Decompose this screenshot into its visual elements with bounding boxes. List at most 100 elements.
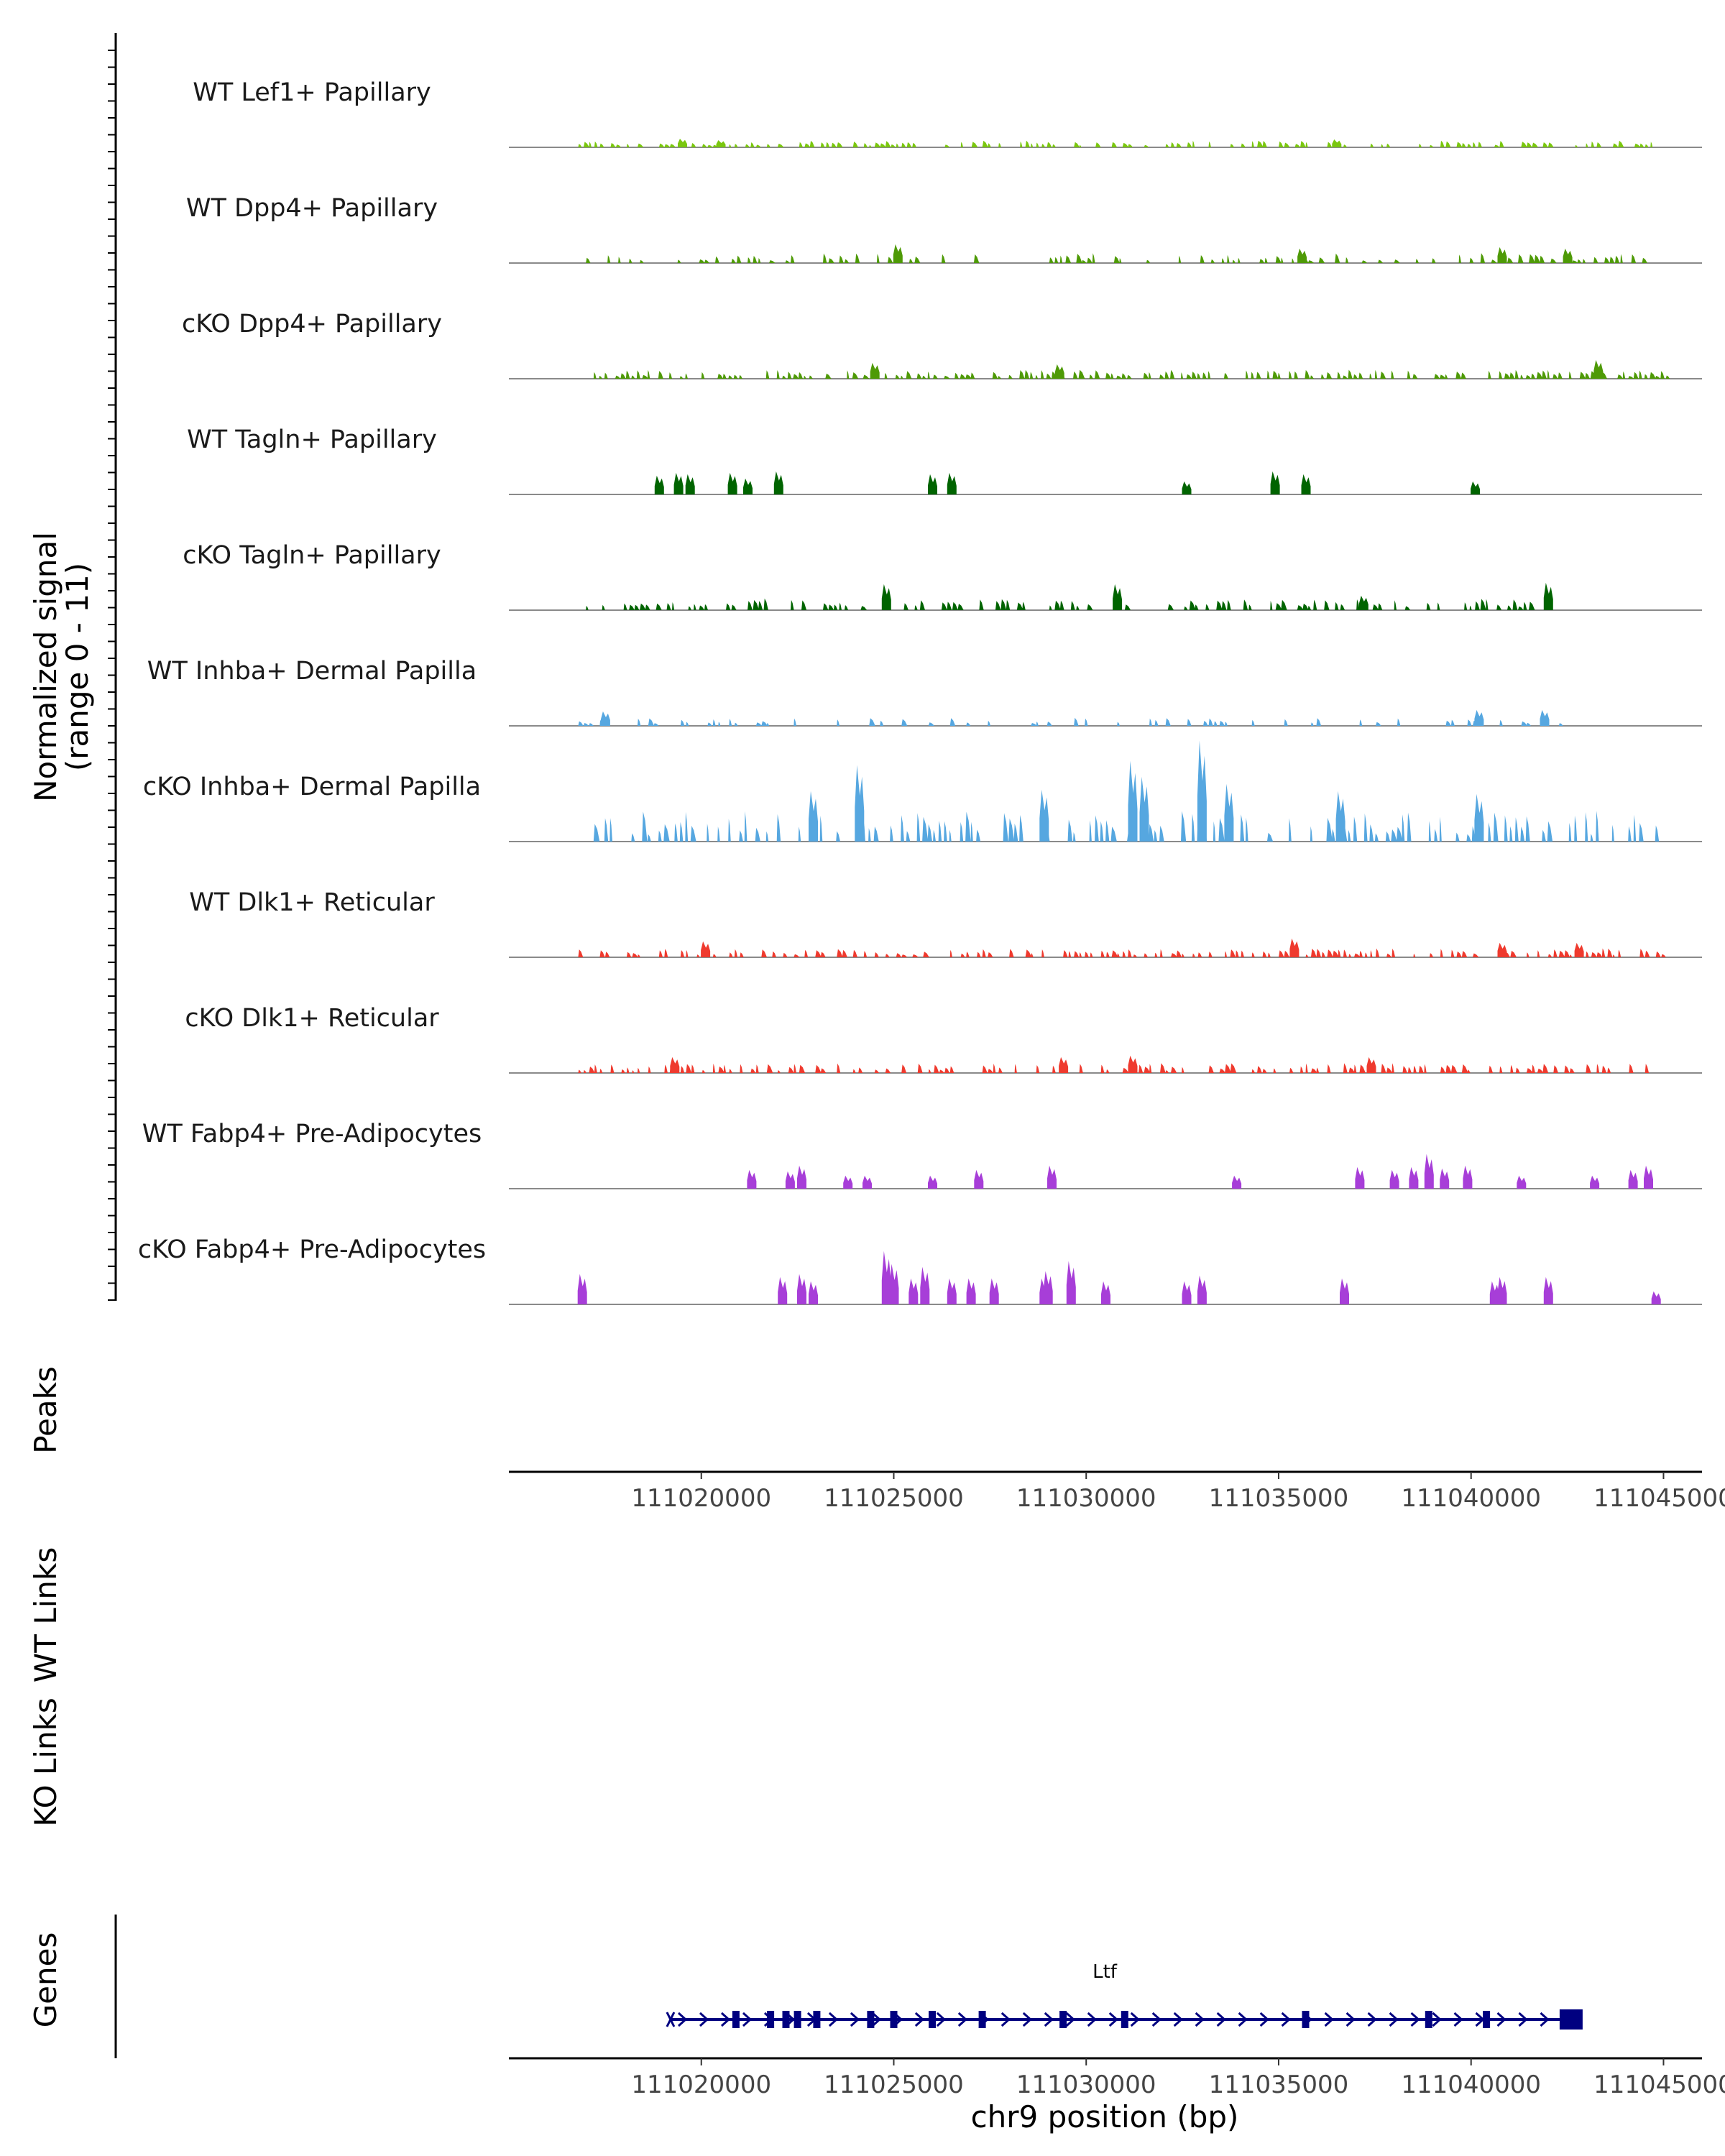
coverage-peak <box>947 1278 957 1304</box>
coverage-peak <box>1540 709 1550 726</box>
coverage-blip <box>1488 370 1491 379</box>
coverage-blip <box>1144 1067 1151 1073</box>
coverage-peak <box>1574 942 1584 957</box>
coverage-blip <box>1178 255 1182 263</box>
coverage-peak <box>1651 1291 1661 1304</box>
coverage-blip <box>933 829 936 842</box>
coverage-blip <box>1343 144 1348 147</box>
coverage-blip <box>787 372 792 379</box>
coverage-blip <box>637 719 641 726</box>
coverage-blip <box>1531 373 1536 379</box>
coverage-blip <box>1019 370 1025 379</box>
coverage-blip <box>979 599 984 610</box>
coverage-peak <box>797 1273 806 1304</box>
coverage-blip <box>1494 144 1500 147</box>
strand-chevron <box>1000 2012 1011 2027</box>
coverage-blip <box>895 374 900 379</box>
coverage-blip <box>1208 718 1213 726</box>
coverage-blip <box>1203 721 1208 726</box>
coverage-blip <box>621 1069 625 1073</box>
coverage-blip <box>615 375 621 379</box>
coverage-blip <box>1378 603 1383 610</box>
coverage-blip <box>1550 258 1557 263</box>
coverage-blip <box>914 257 921 263</box>
coverage-blip <box>965 374 972 379</box>
coverage-blip <box>1665 375 1670 379</box>
coverage-blip <box>949 1066 954 1073</box>
x-tick-label: 111030000 <box>1016 2070 1156 2099</box>
track-label: WT Dpp4+ Papillary <box>186 194 438 223</box>
coverage-blip <box>1236 950 1239 957</box>
coverage-blip <box>825 373 832 379</box>
coverage-peak <box>1197 740 1207 842</box>
coverage-blip <box>1025 140 1030 147</box>
coverage-blip <box>896 143 899 147</box>
coverage-blip <box>1095 370 1100 379</box>
coverage-blip <box>1000 599 1007 610</box>
coverage-blip <box>1346 257 1349 263</box>
coverage-blip <box>1288 371 1292 379</box>
coverage-blip <box>623 603 627 610</box>
coverage-blip <box>1596 811 1599 842</box>
coverage-peak <box>1047 1165 1057 1189</box>
coverage-blip <box>1512 599 1518 610</box>
coverage-blip <box>733 374 738 379</box>
coverage-blip <box>1095 815 1099 842</box>
coverage-blip <box>1385 831 1391 842</box>
coverage-blip <box>629 604 635 610</box>
coverage-blip <box>637 1067 640 1073</box>
coverage-blip <box>1569 954 1573 957</box>
coverage-blip <box>599 950 605 957</box>
coverage-blip <box>1542 829 1546 842</box>
coverage-blip <box>1079 1064 1083 1073</box>
coverage-blip <box>1208 952 1213 957</box>
strand-chevron <box>699 2012 709 2027</box>
coverage-blip <box>707 144 713 147</box>
coverage-blip <box>688 606 691 610</box>
track-label: WT Inhba+ Dermal Papilla <box>147 657 477 686</box>
coverage-blip <box>680 719 685 726</box>
coverage-blip <box>1374 833 1379 842</box>
coverage-blip <box>922 816 929 842</box>
coverage-blip <box>1257 1066 1262 1073</box>
coverage-blip <box>1016 602 1024 610</box>
coverage-blip <box>820 142 825 147</box>
coverage-blip <box>1090 952 1093 957</box>
coverage-blip <box>1650 142 1653 147</box>
coverage-blip <box>1279 950 1284 957</box>
coverage-blip <box>1660 371 1665 379</box>
coverage-peak <box>1128 1055 1138 1073</box>
coverage-blip <box>1195 604 1199 610</box>
coverage-peak <box>1563 248 1573 263</box>
coverage-blip <box>1348 954 1352 957</box>
coverage-blip <box>1159 374 1164 379</box>
coverage-blip <box>763 598 768 610</box>
coverage-peak <box>673 472 684 494</box>
coverage-blip <box>615 144 622 147</box>
coverage-blip <box>912 954 919 957</box>
coverage-blip <box>1264 257 1268 263</box>
coverage-blip <box>855 253 860 263</box>
coverage-blip <box>954 372 959 379</box>
coverage-blip <box>1359 1064 1366 1073</box>
coverage-blip <box>1284 950 1289 957</box>
coverage-blip <box>658 950 663 957</box>
coverage-blip <box>798 372 803 379</box>
coverage-blip <box>938 821 942 842</box>
coverage-blip <box>1191 372 1197 379</box>
coverage-blip <box>717 826 720 842</box>
strand-chevron <box>1281 2012 1291 2027</box>
coverage-blip <box>973 254 980 263</box>
coverage-blip <box>1100 1064 1105 1073</box>
coverage-blip <box>686 1064 692 1073</box>
coverage-blip <box>626 1067 630 1073</box>
coverage-blip <box>1618 140 1624 147</box>
coverage-blip <box>1568 823 1572 842</box>
coverage-blip <box>1547 821 1553 842</box>
coverage-blip <box>1176 143 1182 147</box>
coverage-blip <box>1574 815 1578 842</box>
coverage-blip <box>1181 811 1187 842</box>
coverage-blip <box>1348 829 1351 842</box>
coverage-blip <box>1079 952 1082 957</box>
coverage-blip <box>1208 371 1211 379</box>
